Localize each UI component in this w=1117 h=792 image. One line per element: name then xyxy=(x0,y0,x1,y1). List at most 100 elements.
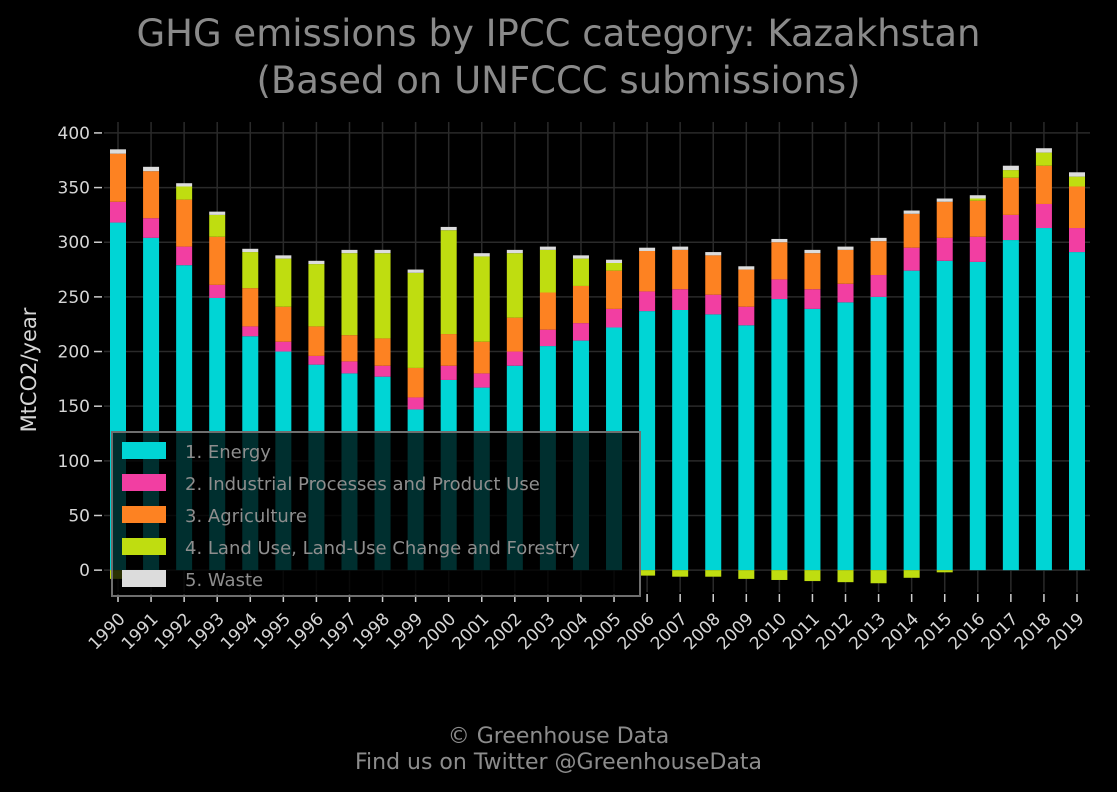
bar-segment: 4. Land Use, Land-Use Change and Forestr… xyxy=(1002,170,1019,178)
bar-segment: 3. Agriculture 2004: 34 xyxy=(572,285,589,324)
bar-segment: 3. Agriculture 2015: 33 xyxy=(936,201,953,238)
bar-segment: 4. Land Use, Land-Use Change and Forestr… xyxy=(639,570,656,576)
bar-segment: 4. Land Use, Land-Use Change and Forestr… xyxy=(771,570,788,580)
bar-segment: 2. Industrial Processes and Product Use … xyxy=(341,361,358,374)
bar-segment: 5. Waste 2008: 3 xyxy=(705,252,722,256)
bar-segment: 4. Land Use, Land-Use Change and Forestr… xyxy=(506,253,523,318)
x-tick-label: 1994 xyxy=(217,609,262,654)
x-tick-label: 2005 xyxy=(581,609,626,654)
x-tick-label: 1999 xyxy=(382,609,427,654)
y-tick-label: 100 xyxy=(58,452,90,472)
bar-segment: 5. Waste 1997: 3 xyxy=(341,249,358,254)
bar-segment: 1. Energy 2015: 283 xyxy=(936,260,953,571)
bar-segment: 4. Land Use, Land-Use Change and Forestr… xyxy=(606,263,623,271)
bar-segment: 5. Waste 2016: 3 xyxy=(969,195,986,199)
x-tick-label: 1991 xyxy=(118,609,163,654)
bar-segment: 1. Energy 2009: 224 xyxy=(738,325,755,571)
bar-segment: 4. Land Use, Land-Use Change and Forestr… xyxy=(539,249,556,293)
bar-segment: 3. Agriculture 2003: 34 xyxy=(539,292,556,330)
bar-segment: 5. Waste 2002: 3 xyxy=(506,249,523,254)
bar-segment: 4. Land Use, Land-Use Change and Forestr… xyxy=(572,258,589,286)
bar-segment: 4. Land Use, Land-Use Change and Forestr… xyxy=(407,272,424,368)
x-tick-label: 2012 xyxy=(812,609,857,654)
bar-segment: 2. Industrial Processes and Product Use … xyxy=(771,279,788,300)
bar-segment: 4. Land Use, Land-Use Change and Forestr… xyxy=(176,186,193,200)
bar-segment: 5. Waste 2011: 3 xyxy=(804,249,821,254)
bar-segment: 5. Waste 1999: 3 xyxy=(407,269,424,273)
x-tick-label: 2011 xyxy=(779,609,824,654)
bar-segment: 3. Agriculture 2009: 34 xyxy=(738,269,755,307)
bar-segment: 5. Waste 1990: 4 xyxy=(110,149,126,154)
bar-segment: 2. Industrial Processes and Product Use … xyxy=(639,291,656,312)
bar-segment: 2. Industrial Processes and Product Use … xyxy=(110,201,126,223)
bar-segment: 2. Industrial Processes and Product Use … xyxy=(606,308,623,328)
bar-segment: 1. Energy 2008: 234 xyxy=(705,314,722,571)
bar-segment: 3. Agriculture 1998: 25 xyxy=(374,338,391,366)
bar-segment: 2. Industrial Processes and Product Use … xyxy=(209,284,226,298)
bar-segment: 5. Waste 2001: 3 xyxy=(473,253,490,257)
bar-segment: 1. Energy 2007: 238 xyxy=(672,310,689,571)
bar-segment: 1. Energy 2016: 282 xyxy=(969,261,986,571)
bar-segment: 5. Waste 1994: 3 xyxy=(242,248,259,253)
bar-segment: 3. Agriculture 2006: 37 xyxy=(639,250,656,292)
y-tick-label: 50 xyxy=(68,506,90,526)
bar-segment: 2. Industrial Processes and Product Use … xyxy=(242,326,259,337)
bar-segment: 1. Energy 2019: 291 xyxy=(1069,252,1085,571)
bar-segment: 5. Waste 2004: 3 xyxy=(572,255,589,259)
bar-segment: 4. Land Use, Land-Use Change and Forestr… xyxy=(374,253,391,339)
bar-segment: 5. Waste 1991: 4 xyxy=(143,166,160,172)
bar-segment: 4. Land Use, Land-Use Change and Forestr… xyxy=(1069,176,1085,187)
x-tick-label: 1997 xyxy=(316,609,361,654)
bar-segment: 5. Waste 2017: 4 xyxy=(1002,165,1019,171)
bar-segment: 3. Agriculture 1992: 43 xyxy=(176,199,193,247)
x-tick-label: 1990 xyxy=(85,609,130,654)
x-tick-label: 2015 xyxy=(912,609,957,654)
x-tick-label: 1995 xyxy=(250,609,295,654)
bar-segment: 3. Agriculture 1991: 43 xyxy=(143,171,160,219)
bar-segment: 4. Land Use, Land-Use Change and Forestr… xyxy=(440,230,457,335)
legend: 1. Energy 2. Industrial Processes and Pro… xyxy=(111,431,641,597)
bar-segment: 5. Waste 2012: 3 xyxy=(837,246,854,250)
bar-segment: 2. Industrial Processes and Product Use … xyxy=(143,218,160,238)
bar-segment: 2. Industrial Processes and Product Use … xyxy=(308,355,325,365)
bar-segment: 3. Agriculture 1990: 44 xyxy=(110,153,126,202)
bar-segment: 5. Waste 2014: 3 xyxy=(903,210,920,214)
bar-segment: 5. Waste 2006: 3 xyxy=(639,247,656,251)
bar-segment: 3. Agriculture 2000: 29 xyxy=(440,334,457,366)
bar-segment: 2. Industrial Processes and Product Use … xyxy=(539,329,556,347)
bar-segment: 3. Agriculture 1997: 24 xyxy=(341,335,358,362)
bar-segment: 3. Agriculture 1999: 27 xyxy=(407,367,424,398)
y-tick-label: 0 xyxy=(79,561,90,581)
credit-twitter: Find us on Twitter @GreenhouseData xyxy=(354,750,763,775)
bar-segment: 1. Energy 2014: 274 xyxy=(903,270,920,571)
legend-swatch xyxy=(122,538,166,555)
bar-segment: 2. Industrial Processes and Product Use … xyxy=(903,247,920,271)
y-tick-label: 150 xyxy=(58,397,90,417)
credit-copyright: © Greenhouse Data xyxy=(447,724,670,749)
bar-segment: 2. Industrial Processes and Product Use … xyxy=(1035,203,1052,229)
bar-segment: 4. Land Use, Land-Use Change and Forestr… xyxy=(705,570,722,577)
bar-segment: 4. Land Use, Land-Use Change and Forestr… xyxy=(837,570,854,583)
bar-segment: 2. Industrial Processes and Product Use … xyxy=(672,289,689,310)
bar-segment: 3. Agriculture 2008: 36 xyxy=(705,255,722,295)
x-tick-label: 2001 xyxy=(449,609,494,654)
bar-segment: 4. Land Use, Land-Use Change and Forestr… xyxy=(936,570,953,573)
bar-segment: 5. Waste 1996: 3 xyxy=(308,260,325,265)
bar-segment: 5. Waste 2005: 3 xyxy=(606,259,623,263)
bar-segment: 3. Agriculture 2014: 31 xyxy=(903,213,920,248)
bar-segment: 4. Land Use, Land-Use Change and Forestr… xyxy=(308,264,325,327)
bar-segment: 1. Energy 2011: 239 xyxy=(804,308,821,571)
bar-segment: 5. Waste 1993: 3 xyxy=(209,211,226,215)
bar-segment: 1. Energy 2017: 302 xyxy=(1002,240,1019,571)
bar-segment: 3. Agriculture 2019: 38 xyxy=(1069,186,1085,229)
x-tick-label: 2003 xyxy=(515,609,560,654)
bar-segment: 5. Waste 2007: 3 xyxy=(672,246,689,250)
x-tick-label: 1996 xyxy=(283,609,328,654)
bar-segment: 4. Land Use, Land-Use Change and Forestr… xyxy=(275,258,292,307)
bar-segment: 2. Industrial Processes and Product Use … xyxy=(176,246,193,266)
bar-segment: 3. Agriculture 2012: 31 xyxy=(837,249,854,284)
x-tick-label: 2019 xyxy=(1044,609,1089,654)
bar-segment: 2. Industrial Processes and Product Use … xyxy=(275,341,292,352)
bar-segment: 2. Industrial Processes and Product Use … xyxy=(804,289,821,309)
